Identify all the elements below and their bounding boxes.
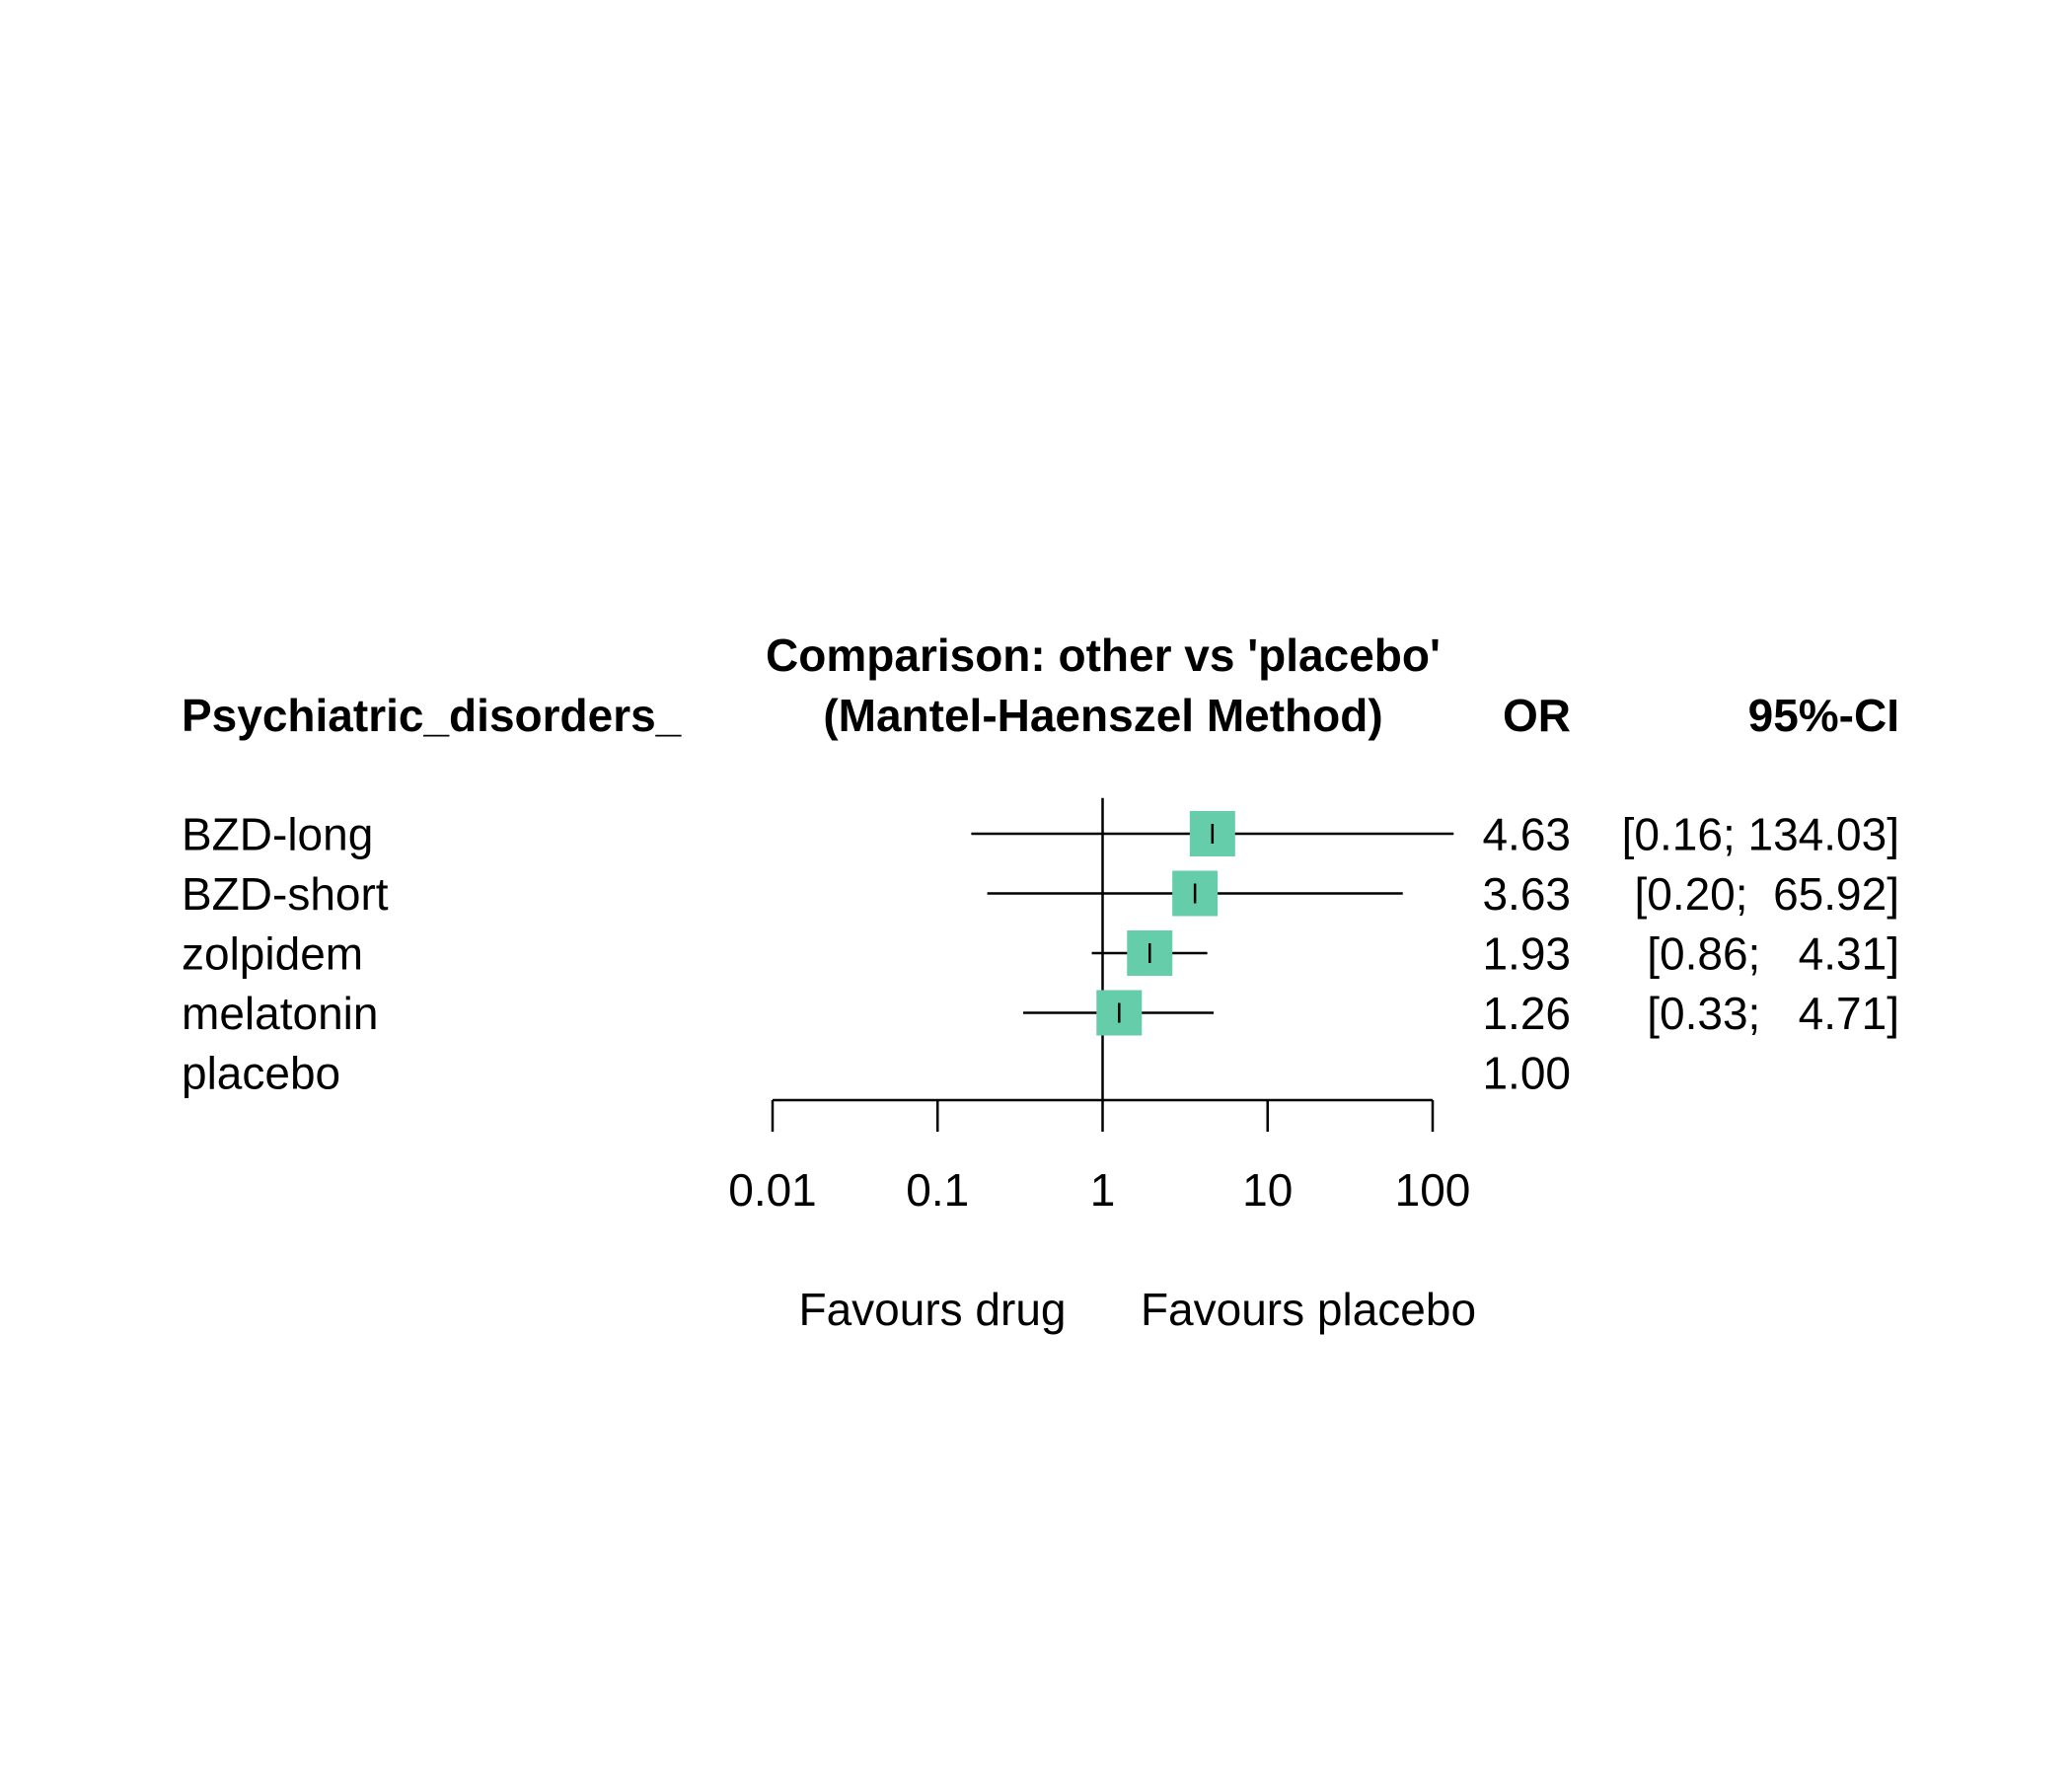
forest-row-melatonin: melatonin 1.26 [0.33; 4.71] (182, 988, 1899, 1039)
row-label: zolpidem (182, 928, 363, 980)
row-label: BZD-short (182, 868, 389, 920)
forest-row-zolpidem: zolpidem 1.93 [0.86; 4.31] (182, 928, 1899, 980)
row-label: placebo (182, 1048, 340, 1099)
chart-subtitle: (Mantel-Haenszel Method) (823, 690, 1382, 741)
x-tick-label: 100 (1395, 1164, 1471, 1216)
or-value: 3.63 (1482, 868, 1571, 920)
label-favours-drug: Favours drug (798, 1284, 1066, 1335)
or-value: 1.26 (1482, 988, 1571, 1039)
forest-rows: BZD-long 4.63 [0.16; 134.03] BZD-short 3.63 [… (182, 797, 1899, 1100)
x-axis: 0.01 0.1 1 10 100 (728, 1098, 1471, 1216)
forest-row-placebo: placebo 1.00 (182, 1048, 1571, 1099)
or-value: 4.63 (1482, 809, 1571, 860)
or-value: 1.93 (1482, 928, 1571, 980)
or-value: 1.00 (1482, 1048, 1571, 1099)
ci-value: [0.33; 4.71] (1647, 988, 1899, 1039)
ci-value: [0.86; 4.31] (1647, 928, 1899, 980)
forest-row-bzd-long: BZD-long 4.63 [0.16; 134.03] (182, 809, 1899, 860)
or-column-header: OR (1503, 690, 1571, 741)
row-label: BZD-long (182, 809, 373, 860)
x-tick-label: 1 (1090, 1164, 1116, 1216)
x-tick-label: 0.01 (728, 1164, 817, 1216)
ci-value: [0.16; 134.03] (1622, 809, 1899, 860)
x-tick-label: 10 (1242, 1164, 1293, 1216)
x-tick-label: 0.1 (906, 1164, 969, 1216)
chart-title: Comparison: other vs 'placebo' (766, 629, 1441, 681)
label-favours-placebo: Favours placebo (1141, 1284, 1476, 1335)
row-header: Psychiatric_disorders_ (182, 690, 682, 741)
ci-column-header: 95%-CI (1748, 690, 1899, 741)
forest-row-bzd-short: BZD-short 3.63 [0.20; 65.92] (182, 868, 1899, 920)
ci-value: [0.20; 65.92] (1634, 868, 1899, 920)
row-label: melatonin (182, 988, 378, 1039)
